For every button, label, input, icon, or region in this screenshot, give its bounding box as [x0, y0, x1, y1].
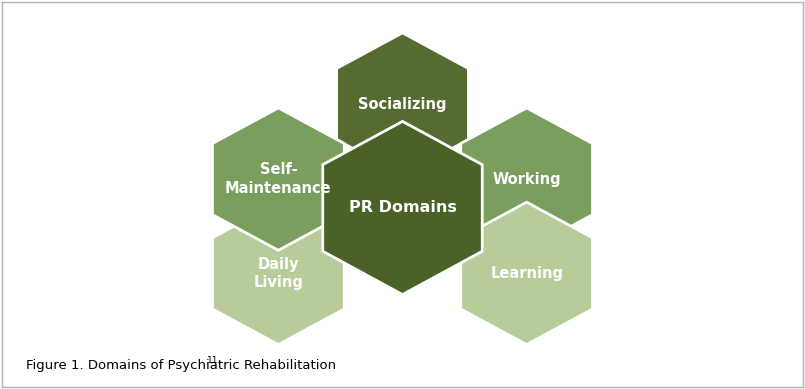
Polygon shape — [323, 121, 482, 294]
Text: Self-
Maintenance: Self- Maintenance — [225, 162, 332, 196]
Polygon shape — [213, 108, 345, 250]
Polygon shape — [213, 202, 345, 345]
Text: Daily
Living: Daily Living — [254, 257, 303, 290]
Text: 11: 11 — [207, 356, 218, 364]
Text: Socializing: Socializing — [358, 96, 447, 112]
Text: Figure 1. Domains of Psychiatric Rehabilitation: Figure 1. Domains of Psychiatric Rehabil… — [26, 359, 336, 371]
Text: PR Domains: PR Domains — [349, 200, 456, 216]
Text: Working: Working — [493, 172, 561, 187]
Polygon shape — [460, 108, 592, 250]
Polygon shape — [336, 33, 469, 175]
Polygon shape — [460, 202, 592, 345]
Text: Learning: Learning — [490, 266, 564, 281]
